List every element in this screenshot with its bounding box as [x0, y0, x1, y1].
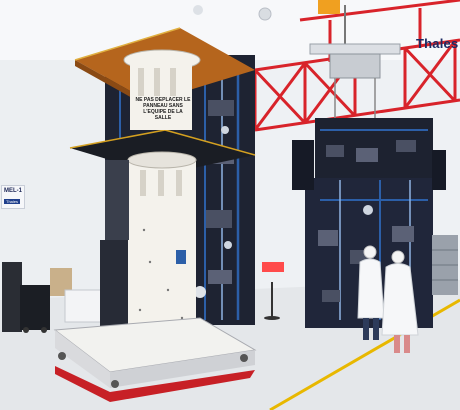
ceiling-light: [193, 5, 203, 15]
technician-right: [381, 250, 419, 353]
base-trolley: [53, 317, 257, 402]
work-stand: [262, 262, 284, 320]
room-sign: MEL-1 Thales: [1, 185, 25, 209]
red-base-rail: [55, 366, 255, 402]
technician-left: [357, 245, 385, 340]
side-panel: [100, 240, 128, 330]
thales-wall-logo: Thales: [416, 36, 459, 51]
left-equipment: [2, 262, 106, 333]
room-sign-code: MEL-1: [4, 188, 22, 194]
room-sign-sub: Thales: [4, 199, 21, 204]
ceiling-light: [258, 7, 272, 21]
warning-label: NE PAS DEPLACER LE PANNEAU SANS L'EQUIPE…: [135, 97, 191, 121]
central-cylinder: [123, 49, 201, 340]
lifting-rig: [309, 0, 401, 120]
